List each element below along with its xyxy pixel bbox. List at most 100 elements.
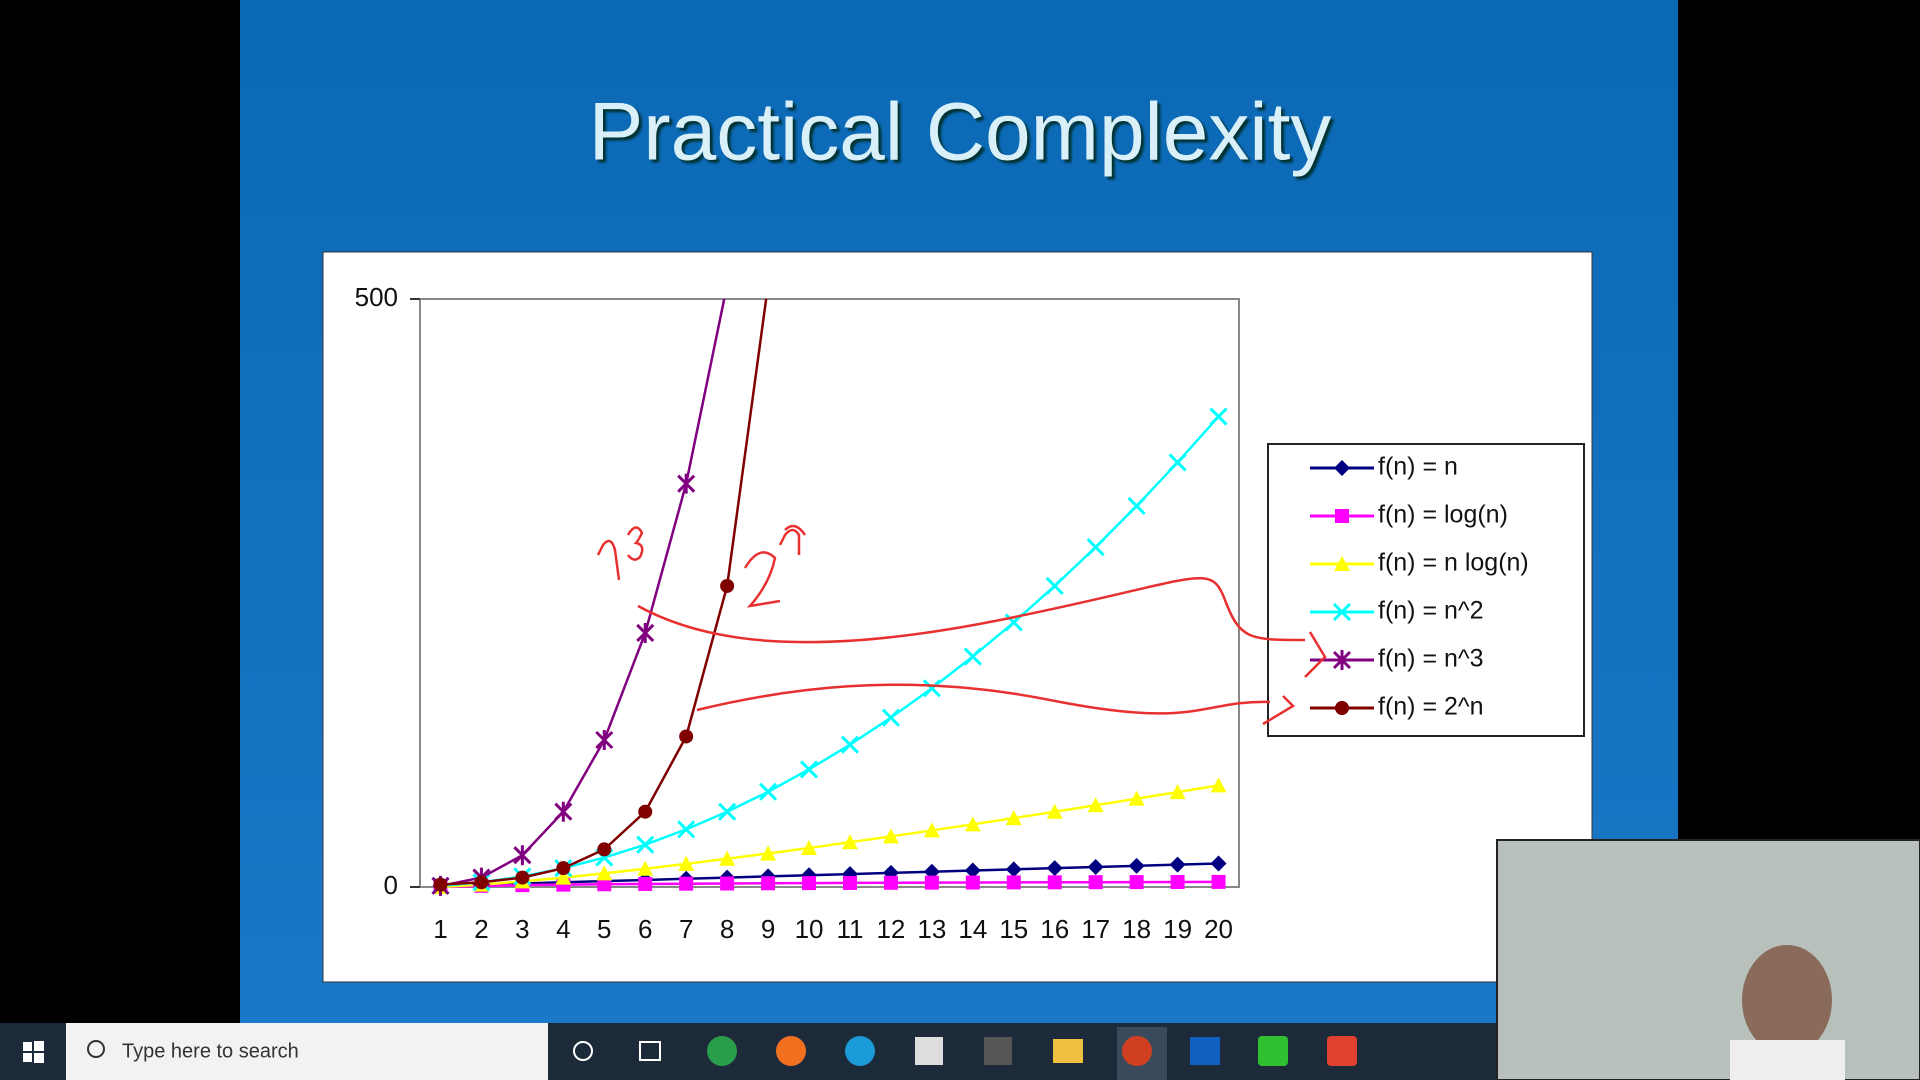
point: [761, 876, 776, 891]
point: [636, 835, 655, 854]
legend-label: f(n) = n: [1378, 453, 1458, 481]
start-button[interactable]: [23, 1041, 44, 1063]
annotation-n3: [596, 526, 644, 581]
webcam-person: [1742, 945, 1832, 1055]
chrome-icon[interactable]: [707, 1036, 737, 1066]
annotation-2n: [743, 524, 807, 608]
point: [1086, 538, 1105, 557]
legend-label: f(n) = n^3: [1378, 645, 1484, 673]
point: [1005, 810, 1022, 826]
webcam-frame: [1496, 839, 1920, 1080]
point: [1045, 576, 1064, 596]
point: [1170, 875, 1185, 890]
app-icon[interactable]: [915, 1037, 943, 1065]
firefox-icon[interactable]: [776, 1036, 806, 1066]
point: [840, 735, 860, 754]
point: [595, 730, 614, 750]
powerpoint-icon[interactable]: [1122, 1036, 1152, 1066]
x-tick-label: 17: [1081, 914, 1110, 944]
y-tick-label: 500: [355, 282, 398, 312]
x-tick-label: 5: [597, 914, 611, 944]
point: [597, 877, 612, 892]
point: [1210, 855, 1227, 872]
start-icon: [23, 1042, 32, 1051]
start-icon: [23, 1053, 32, 1062]
x-tick-label: 3: [515, 914, 529, 944]
point: [1087, 859, 1104, 876]
task-view-button[interactable]: [639, 1041, 661, 1061]
x-tick-label: 1: [433, 914, 447, 944]
file-explorer-icon[interactable]: [1053, 1039, 1083, 1063]
cortana-button[interactable]: [573, 1041, 593, 1061]
legend-label: f(n) = log(n): [1378, 501, 1508, 529]
app-icon[interactable]: [1190, 1037, 1220, 1065]
point: [1088, 875, 1103, 890]
legend-label: f(n) = 2^n: [1378, 693, 1484, 721]
point: [1129, 875, 1144, 890]
point: [1168, 453, 1187, 472]
point: [433, 877, 448, 892]
point: [1046, 860, 1063, 877]
point: [924, 875, 939, 890]
point: [638, 876, 653, 891]
legend-marker: [1332, 602, 1352, 622]
app-icon[interactable]: [984, 1037, 1012, 1065]
point: [1087, 797, 1104, 813]
point: [719, 850, 736, 866]
point: [1169, 784, 1186, 800]
legend-marker: [1335, 509, 1349, 523]
legend: [1267, 443, 1585, 737]
point: [923, 822, 940, 838]
annotations: [596, 524, 1327, 726]
point: [842, 875, 857, 890]
x-tick-label: 20: [1204, 914, 1233, 944]
legend-marker: [1335, 701, 1349, 715]
point: [1046, 803, 1063, 819]
point: [1128, 790, 1145, 806]
point: [554, 801, 573, 822]
point: [964, 862, 981, 879]
x-tick-label: 8: [720, 914, 734, 944]
slide-title: Practical Complexity: [589, 87, 1332, 178]
x-tick-label: 10: [795, 914, 824, 944]
app-icon[interactable]: [1327, 1036, 1357, 1066]
edge-icon[interactable]: [845, 1036, 875, 1066]
point: [802, 876, 817, 891]
x-tick-label: 16: [1040, 914, 1069, 944]
point: [474, 875, 489, 890]
annotation-stroke: [696, 683, 1296, 726]
point: [801, 839, 818, 855]
x-tick-label: 9: [761, 914, 775, 944]
series-line: [440, 299, 726, 888]
annotation-stroke: [637, 577, 1327, 678]
webcam-person: [1730, 1040, 1845, 1080]
x-tick-label: 4: [556, 914, 570, 944]
y-tick-label: 0: [384, 870, 398, 900]
point: [1210, 777, 1227, 793]
legend-label: f(n) = n^2: [1378, 597, 1484, 625]
x-tick-label: 14: [958, 914, 987, 944]
point: [799, 760, 819, 779]
point: [679, 729, 694, 744]
x-tick-label: 11: [836, 914, 863, 944]
legend-marker: [1332, 650, 1352, 670]
point: [1006, 875, 1021, 890]
point: [1169, 856, 1186, 873]
point: [679, 876, 694, 891]
point: [882, 828, 899, 844]
point: [636, 622, 655, 643]
point: [760, 845, 777, 861]
point: [513, 845, 532, 866]
x-tick-label: 2: [474, 914, 488, 944]
x-tick-label: 12: [876, 914, 905, 944]
search-placeholder: Type here to search: [122, 1040, 299, 1062]
search-box[interactable]: [66, 1023, 548, 1080]
search-icon: [87, 1040, 105, 1058]
point: [677, 820, 696, 839]
x-tick-label: 18: [1122, 914, 1151, 944]
point: [677, 473, 696, 494]
plot-area: [419, 298, 1240, 888]
app-icon[interactable]: [1258, 1036, 1288, 1066]
